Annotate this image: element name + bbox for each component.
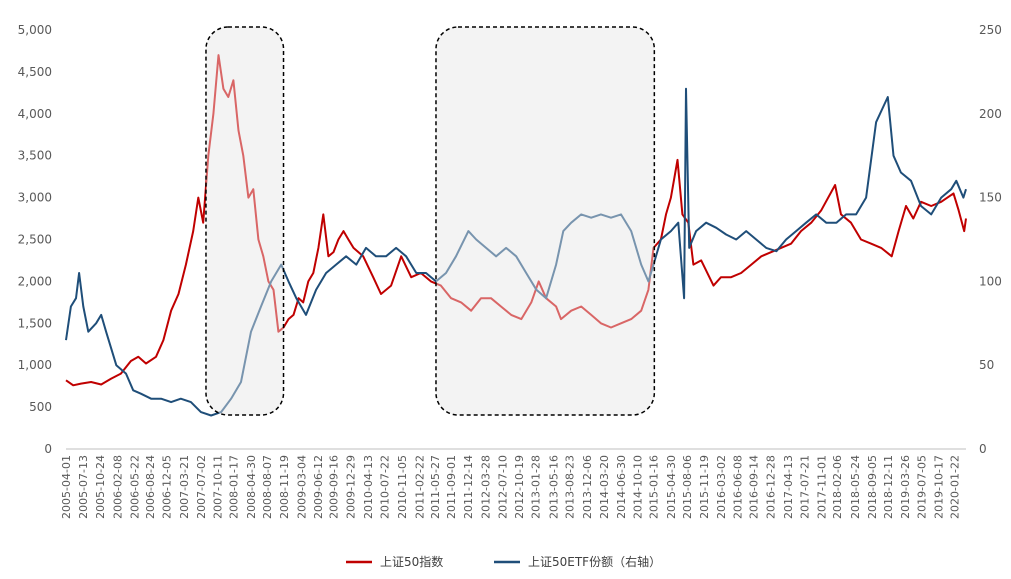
x-tick-label: 2016-09-14 <box>747 455 760 519</box>
right-tick-label: 250 <box>979 23 1002 37</box>
x-tick-label: 2011-09-01 <box>445 455 458 519</box>
x-tick-label: 2005-04-01 <box>60 455 73 519</box>
x-tick-label: 2008-04-30 <box>245 455 258 519</box>
x-tick-label: 2019-03-26 <box>899 455 912 519</box>
x-tick-label: 2009-12-29 <box>345 455 358 519</box>
x-tick-label: 2006-02-08 <box>111 455 124 519</box>
x-tick-label: 2006-12-05 <box>161 455 174 519</box>
x-tick-label: 2007-03-21 <box>178 455 191 519</box>
left-tick-label: 4,500 <box>18 65 52 79</box>
legend-label-series-1: 上证50ETF份额（右轴） <box>528 554 661 569</box>
x-tick-label: 2014-06-30 <box>615 455 628 519</box>
series-lines <box>65 54 967 417</box>
x-tick-label: 2007-07-02 <box>195 455 208 519</box>
left-tick-label: 2,000 <box>18 274 52 288</box>
x-tick-label: 2012-10-19 <box>513 455 526 519</box>
highlight-border-0 <box>205 26 285 416</box>
x-tick-label: 2007-10-11 <box>212 455 225 519</box>
left-tick-label: 4,000 <box>18 107 52 121</box>
x-axis-tick-labels: 2005-04-01 2005-07-13 2005-10-24 2006-02-08… <box>60 455 962 519</box>
left-tick-label: 3,000 <box>18 191 52 205</box>
left-axis-tick-labels: 0 500 1,000 1,500 2,000 2,500 3,000 3,500 4,000 4… <box>18 23 52 456</box>
x-tick-label: 2013-05-16 <box>548 455 561 519</box>
left-tick-label: 500 <box>29 400 52 414</box>
right-tick-label: 100 <box>979 274 1002 288</box>
x-tick-label: 2016-03-02 <box>715 455 728 519</box>
x-tick-label: 2012-07-10 <box>497 455 510 519</box>
x-tick-label: 2017-07-21 <box>798 455 811 519</box>
x-tick-label: 2005-10-24 <box>94 455 107 519</box>
x-tick-label: 2015-11-19 <box>698 455 711 519</box>
x-tick-label: 2009-06-12 <box>312 455 325 519</box>
x-tick-label: 2008-11-19 <box>278 455 291 519</box>
x-tick-label: 2011-05-27 <box>429 455 442 519</box>
right-tick-label: 200 <box>979 107 1002 121</box>
left-tick-label: 3,500 <box>18 149 52 163</box>
left-tick-label: 1,000 <box>18 358 52 372</box>
x-tick-label: 2010-04-13 <box>362 455 375 519</box>
x-tick-label: 2010-07-22 <box>378 455 391 519</box>
x-tick-label: 2011-12-14 <box>462 455 475 519</box>
x-tick-label: 2005-07-13 <box>77 455 90 519</box>
x-tick-label: 2014-10-10 <box>632 455 645 519</box>
highlight-border-1 <box>435 26 656 416</box>
series-line-0 <box>65 54 967 387</box>
x-tick-label: 2006-05-22 <box>128 455 141 519</box>
x-tick-label: 2015-08-06 <box>681 455 694 519</box>
highlight-regions <box>205 27 655 415</box>
x-tick-label: 2016-06-08 <box>731 455 744 519</box>
x-tick-label: 2008-01-17 <box>228 455 241 519</box>
x-tick-label: 2016-12-28 <box>765 455 778 519</box>
legend-label-series-0: 上证50指数 <box>380 554 443 569</box>
left-tick-label: 0 <box>44 442 52 456</box>
left-tick-label: 2,500 <box>18 233 52 247</box>
x-tick-label: 2009-03-04 <box>295 455 308 519</box>
series-line-1 <box>65 87 967 417</box>
x-tick-label: 2018-02-06 <box>831 455 844 519</box>
legend-item-series-1: 上证50ETF份额（右轴） <box>494 554 661 569</box>
x-tick-label: 2018-12-11 <box>882 455 895 519</box>
x-tick-label: 2012-03-28 <box>479 455 492 519</box>
x-tick-label: 2006-08-24 <box>144 455 157 519</box>
highlight-overlays <box>205 26 656 416</box>
right-tick-label: 150 <box>979 191 1002 205</box>
right-tick-label: 0 <box>979 442 987 456</box>
x-tick-label: 2015-01-16 <box>648 455 661 519</box>
x-tick-label: 2018-09-05 <box>866 455 879 519</box>
x-tick-label: 2013-08-23 <box>564 455 577 519</box>
highlight-region-1 <box>435 27 655 415</box>
legend: 上证50指数 上证50ETF份额（右轴） <box>346 554 661 569</box>
x-tick-label: 2009-09-16 <box>328 455 341 519</box>
x-tick-label: 2020-01-22 <box>949 455 962 519</box>
highlight-region-0 <box>205 27 284 415</box>
legend-item-series-0: 上证50指数 <box>346 554 443 569</box>
x-tick-label: 2017-04-13 <box>782 455 795 519</box>
right-axis-tick-labels: 0 50 100 150 200 250 <box>979 23 1002 456</box>
x-tick-label: 2019-10-17 <box>933 455 946 519</box>
x-tick-label: 2019-07-05 <box>916 455 929 519</box>
x-tick-label: 2013-12-06 <box>581 455 594 519</box>
x-tick-label: 2017-11-01 <box>815 455 828 519</box>
x-tick-label: 2011-02-22 <box>414 455 427 519</box>
left-tick-label: 5,000 <box>18 23 52 37</box>
left-tick-label: 1,500 <box>18 316 52 330</box>
x-tick-label: 2010-11-05 <box>396 455 409 519</box>
x-tick-label: 2008-08-07 <box>261 455 274 519</box>
right-tick-label: 50 <box>979 358 994 372</box>
x-tick-label: 2018-05-24 <box>849 455 862 519</box>
x-tick-label: 2014-03-20 <box>598 455 611 519</box>
x-tick-label: 2013-01-28 <box>530 455 543 519</box>
x-tick-label: 2015-04-30 <box>665 455 678 519</box>
